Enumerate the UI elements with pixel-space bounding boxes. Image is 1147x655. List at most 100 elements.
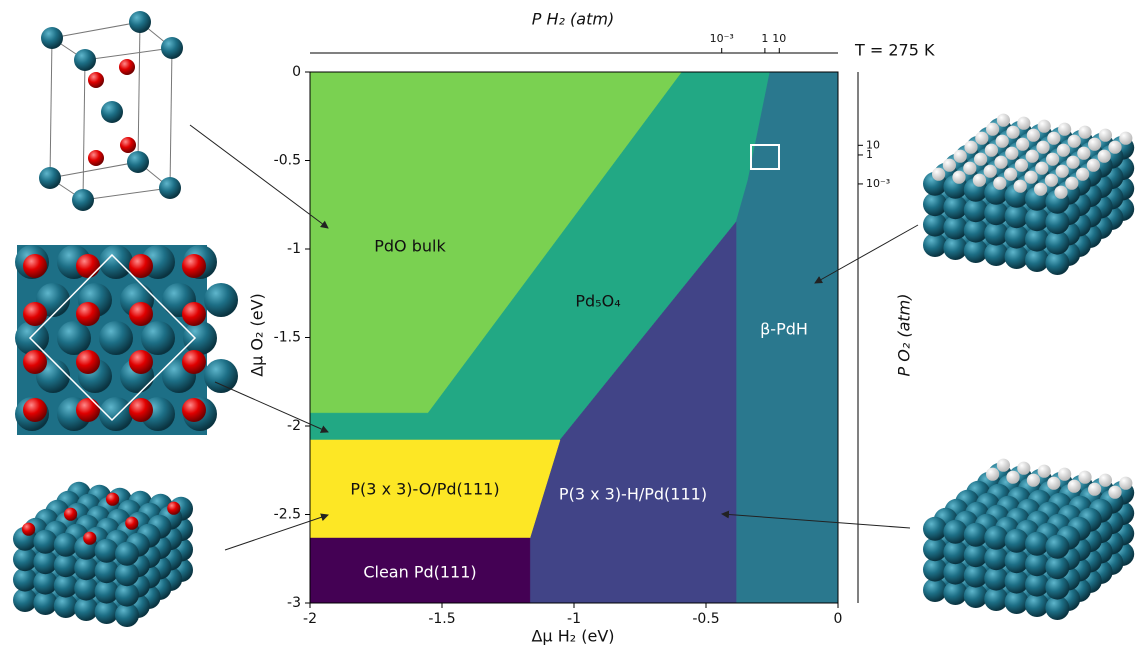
atom xyxy=(64,508,77,521)
atom xyxy=(119,59,135,75)
atom xyxy=(54,533,78,557)
atom xyxy=(975,132,988,145)
atom xyxy=(204,283,238,317)
atom xyxy=(33,530,57,554)
atom xyxy=(1045,535,1069,559)
atom xyxy=(141,321,175,355)
atom xyxy=(57,321,91,355)
atom xyxy=(1078,471,1091,484)
atom xyxy=(1088,483,1101,496)
atom xyxy=(1056,165,1069,178)
atom xyxy=(964,141,977,154)
atom xyxy=(1035,162,1048,175)
y-tick-label: -2.5 xyxy=(274,507,301,523)
atom xyxy=(943,159,956,172)
region-label: P(3 x 3)-O/Pd(111) xyxy=(350,480,499,499)
atom xyxy=(997,114,1010,127)
region-label: PdO bulk xyxy=(374,237,446,256)
y-tick-label: 0 xyxy=(292,64,301,80)
atom xyxy=(83,532,96,545)
region-label: P(3 x 3)-H/Pd(111) xyxy=(559,485,707,504)
atom xyxy=(182,350,206,374)
atom xyxy=(23,254,47,278)
atom xyxy=(1065,177,1078,190)
atom xyxy=(1024,171,1037,184)
atom xyxy=(183,321,217,355)
atom xyxy=(1099,474,1112,487)
atom xyxy=(1014,180,1027,193)
atom xyxy=(127,151,149,173)
y-tick-label: -1.5 xyxy=(274,330,301,346)
atom xyxy=(952,171,965,184)
top-axis-label: P H₂ (atm) xyxy=(532,10,614,29)
atom xyxy=(923,213,947,237)
atom xyxy=(997,459,1010,472)
atom xyxy=(1025,228,1049,252)
atom xyxy=(1119,477,1132,490)
atom xyxy=(1068,480,1081,493)
atom xyxy=(120,137,136,153)
atom xyxy=(984,526,1008,550)
atom xyxy=(1027,129,1040,142)
atom xyxy=(129,11,151,33)
arrow xyxy=(190,125,328,228)
atom xyxy=(129,254,153,278)
atom xyxy=(993,177,1006,190)
atom xyxy=(22,523,35,536)
atom xyxy=(1004,168,1017,181)
x-tick-label: -0.5 xyxy=(692,611,719,627)
atom xyxy=(167,502,180,515)
region-label: β-PdH xyxy=(760,320,808,339)
atom xyxy=(1036,141,1049,154)
x-tick-label: -1.5 xyxy=(428,611,455,627)
atom xyxy=(1088,138,1101,151)
atom xyxy=(23,350,47,374)
atom xyxy=(99,321,133,355)
atom xyxy=(39,167,61,189)
atom xyxy=(1005,225,1029,249)
atom xyxy=(1078,126,1091,139)
y-tick-label: -3 xyxy=(287,595,301,611)
x-tick-label: 0 xyxy=(834,611,843,627)
atom xyxy=(129,302,153,326)
atom xyxy=(973,174,986,187)
atom xyxy=(1119,132,1132,145)
atom xyxy=(1058,468,1071,481)
cell-edge xyxy=(83,60,85,200)
atom xyxy=(74,49,96,71)
cell-edge xyxy=(138,22,140,162)
atom xyxy=(985,144,998,157)
atom xyxy=(41,27,63,49)
atom xyxy=(964,219,988,243)
atom xyxy=(1066,156,1079,169)
atom xyxy=(1108,486,1121,499)
plot-area: PdO bulk Pd₅O₄ β-PdH P(3 x 3)-H/Pd(111) P(3 … xyxy=(274,32,891,627)
atom xyxy=(182,398,206,422)
atom xyxy=(1077,147,1090,160)
cell-edge xyxy=(50,38,52,178)
atom xyxy=(954,150,967,163)
region-label: Pd₅O₄ xyxy=(575,292,620,311)
atom xyxy=(115,542,139,566)
atom xyxy=(76,398,100,422)
atom xyxy=(1076,168,1089,181)
atom xyxy=(125,517,138,530)
atom xyxy=(1045,231,1069,255)
atom xyxy=(182,302,206,326)
atom xyxy=(76,254,100,278)
atom xyxy=(1047,132,1060,145)
y-tick-label: -0.5 xyxy=(274,153,301,169)
x-tick-label: -2 xyxy=(303,611,317,627)
atom xyxy=(106,493,119,506)
chart: PdO bulk Pd₅O₄ β-PdH P(3 x 3)-H/Pd(111) P(3 … xyxy=(0,0,1147,651)
atom xyxy=(23,398,47,422)
atom xyxy=(129,398,153,422)
atom xyxy=(1025,532,1049,556)
atom xyxy=(1005,529,1029,553)
atom xyxy=(1017,117,1030,130)
atom xyxy=(984,165,997,178)
atom xyxy=(943,520,967,544)
atom xyxy=(1057,144,1070,157)
atom xyxy=(1099,129,1112,142)
atom xyxy=(1027,474,1040,487)
